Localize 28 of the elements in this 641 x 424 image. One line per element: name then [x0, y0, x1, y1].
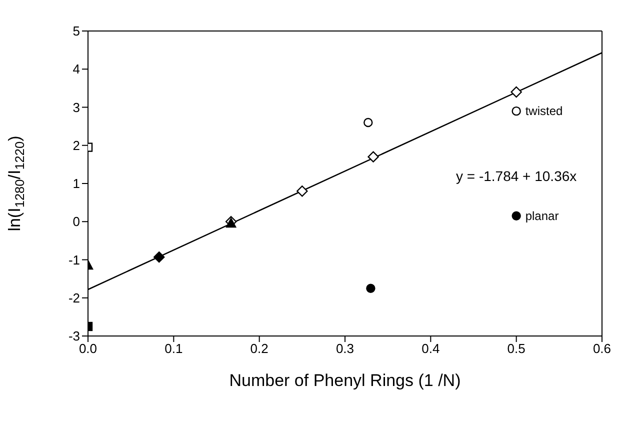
point: [368, 151, 379, 162]
y-tick-label: -1: [68, 252, 80, 268]
x-tick-label: 0.6: [592, 341, 612, 356]
x-tick-label: 0.4: [422, 341, 440, 356]
point: [154, 251, 165, 263]
y-tick-label: -3: [68, 328, 80, 344]
y-tick-label: 1: [72, 176, 80, 192]
point: [296, 186, 308, 197]
y-tick-label: 5: [72, 24, 80, 39]
point: [510, 86, 522, 98]
y-tick-label: 3: [72, 100, 80, 115]
point: [512, 211, 521, 221]
y-tick-label: -2: [68, 290, 80, 306]
x-tick-label: 0.5: [507, 341, 526, 356]
x-tick-label: 0.1: [164, 341, 183, 356]
annotation: twisted: [525, 104, 563, 118]
x-tick-label: 0.0: [78, 341, 98, 356]
x-axis-title: Number of Phenyl Rings (1 /N): [229, 371, 461, 390]
annotation: y = -1.784 + 10.36x: [456, 168, 577, 184]
annotation: planar: [525, 208, 559, 223]
y-tick-label: 2: [72, 138, 80, 153]
point: [512, 106, 521, 116]
x-tick-label: 0.2: [250, 341, 268, 356]
y-tick-label: 4: [72, 62, 80, 77]
y-tick-label: 0: [72, 214, 80, 230]
point: [366, 284, 376, 293]
point: [364, 118, 373, 128]
x-tick-label: 0.3: [336, 341, 354, 356]
